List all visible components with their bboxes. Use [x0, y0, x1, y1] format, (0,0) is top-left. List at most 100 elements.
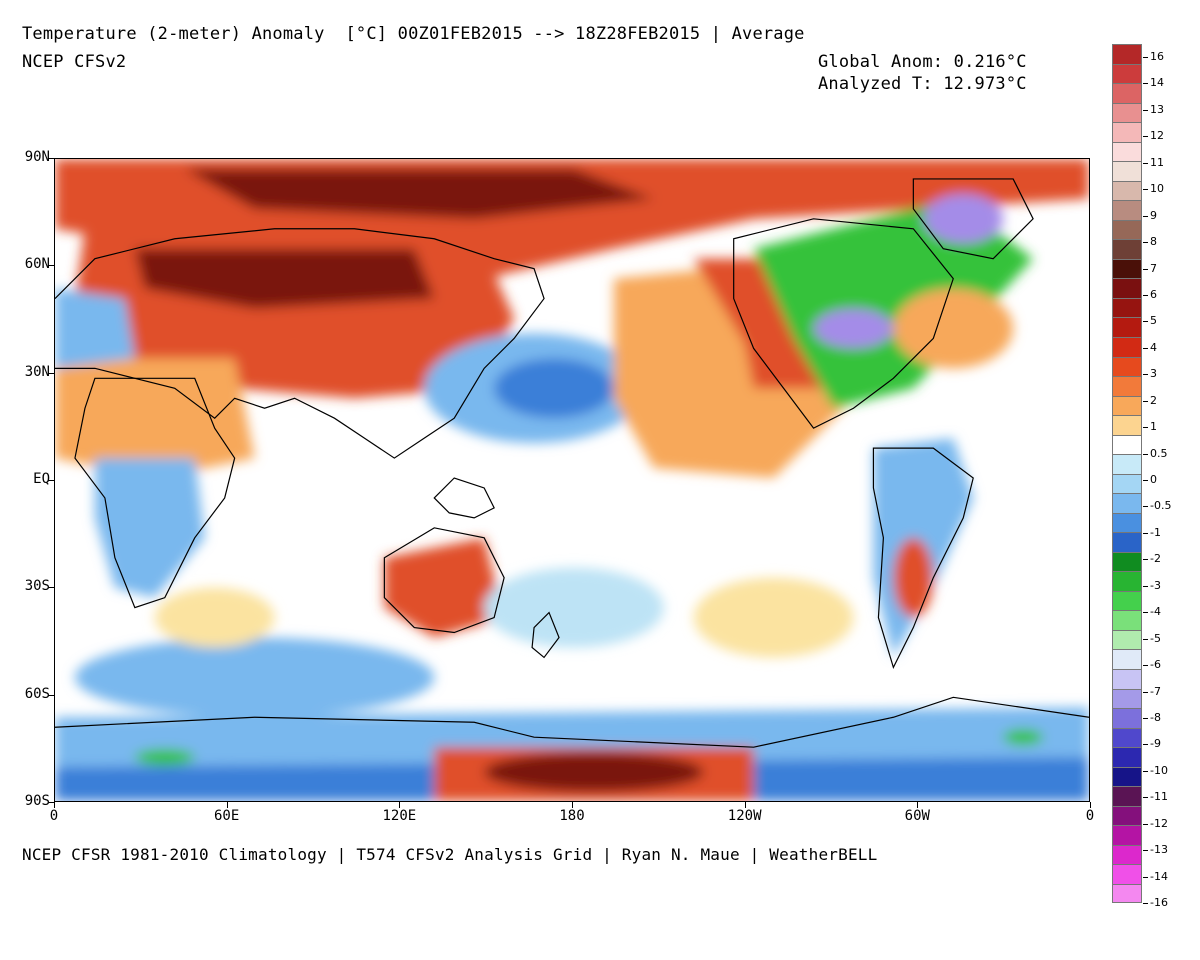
colorbar-tick [1143, 717, 1148, 719]
longitude-tick [399, 802, 401, 808]
longitude-label: 60W [904, 808, 930, 824]
quebec-extreme-cold [813, 308, 894, 349]
colorbar-tick [1143, 427, 1148, 429]
latitude-label: 90S [24, 793, 50, 809]
colorbar-label: 10 [1150, 182, 1164, 196]
longitude-tick [572, 802, 573, 808]
colorbar-swatch [1112, 44, 1142, 64]
colorbar-swatch [1112, 493, 1142, 513]
colorbar-label: -12 [1150, 816, 1168, 830]
colorbar-tick [1143, 57, 1148, 58]
colorbar-tick [1143, 215, 1148, 217]
colorbar-label: 3 [1150, 367, 1157, 381]
colorbar-label: 0 [1150, 473, 1157, 486]
colorbar-tick [1143, 823, 1148, 825]
greenland-coast [912, 178, 1034, 260]
colorbar-tick [1143, 83, 1148, 85]
colorbar-tick [1143, 136, 1148, 138]
colorbar-swatch [1112, 356, 1142, 377]
latitude-label: 90N [24, 149, 50, 165]
north-america-coast [733, 218, 954, 429]
colorbar-swatch [1112, 454, 1142, 474]
colorbar-tick [1143, 850, 1148, 852]
colorbar-swatch [1112, 844, 1142, 865]
latitude-label: 60S [24, 685, 50, 702]
colorbar-tick [1143, 268, 1148, 270]
coastlines [55, 178, 1089, 748]
colorbar-label: 0.5 [1150, 446, 1168, 460]
colorbar-label: -13 [1150, 843, 1168, 857]
colorbar-swatch [1112, 727, 1142, 748]
colorbar-swatch [1112, 317, 1142, 337]
global-anomaly-readout: Global Anom: 0.216°C [818, 52, 1027, 72]
longitude-tick [1090, 802, 1091, 808]
colorbar-tick [1143, 400, 1148, 402]
colorbar-swatch [1112, 590, 1142, 611]
colorbar-swatch [1112, 219, 1142, 240]
colorbar-swatch [1112, 258, 1142, 279]
colorbar-label: -0.5 [1150, 499, 1172, 513]
latitude-label: 30N [24, 363, 50, 380]
east-antarctica-cold [134, 749, 195, 766]
colorbar-swatch [1112, 63, 1142, 84]
longitude-label: 120E [382, 808, 417, 824]
south-pacific-warm [693, 577, 854, 658]
colorbar-tick [1143, 109, 1148, 111]
longitude-tick [54, 802, 55, 808]
colorbar-swatch [1112, 864, 1142, 884]
model-name: NCEP CFSv2 [22, 52, 127, 72]
colorbar-label: 5 [1150, 314, 1157, 328]
southern-ocean-cool [55, 707, 1089, 768]
colorbar-swatch [1112, 434, 1142, 455]
credits-footer: NCEP CFSR 1981-2010 Climatology | T574 C… [22, 845, 878, 864]
map-title: Temperature (2-meter) Anomaly [°C] 00Z01… [22, 24, 805, 44]
colorbar-swatch [1112, 805, 1142, 826]
eastern-north-america-cold [753, 198, 1034, 409]
colorbar-tick [1143, 585, 1148, 587]
southern-indian-cool [74, 637, 435, 718]
indian-ocean-warm [154, 587, 275, 648]
colorbar-swatch [1112, 239, 1142, 259]
colorbar-label: -14 [1150, 869, 1168, 883]
colorbar-tick [1143, 242, 1148, 244]
colorbar-tick [1143, 691, 1148, 693]
eurasia-coast [55, 228, 545, 459]
colorbar-swatch [1112, 629, 1142, 650]
colorbar-tick [1143, 876, 1148, 878]
colorbar-label: 13 [1150, 102, 1164, 116]
colorbar-swatch [1112, 278, 1142, 298]
colorbar-swatch [1112, 571, 1142, 591]
ross-ice-shelf-extreme-warm [484, 752, 704, 793]
colorbar-tick [1143, 665, 1148, 667]
colorbar-tick [1143, 162, 1148, 164]
colorbar-label: -2 [1150, 552, 1161, 566]
colorbar-tick [1143, 797, 1148, 799]
europe-cool [55, 288, 135, 369]
colorbar-swatch [1112, 395, 1142, 416]
longitude-label: 180 [559, 808, 585, 824]
colorbar-label: -5 [1150, 631, 1161, 645]
africa-coast [74, 377, 236, 609]
antarctica-coast [55, 696, 1089, 748]
greenland-extreme-cold [923, 193, 1004, 244]
colorbar-tick [1143, 189, 1148, 191]
colorbar-label: -1 [1150, 525, 1161, 539]
colorbar-swatch [1112, 473, 1142, 494]
colorbar-label: -11 [1150, 790, 1168, 804]
colorbar-label: 6 [1150, 287, 1157, 301]
colorbar-swatch [1112, 825, 1142, 845]
argentina-warm [893, 537, 934, 618]
latitude-tick [48, 694, 54, 696]
colorbar-swatch [1112, 649, 1142, 669]
colorbar-tick [1143, 480, 1148, 481]
colorbar-label: -8 [1150, 710, 1161, 724]
colorbar-swatch [1112, 786, 1142, 806]
colorbar-tick [1143, 903, 1148, 904]
colorbar-label: -7 [1150, 684, 1161, 698]
longitude-tick [917, 802, 919, 808]
colorbar-label: 1 [1150, 420, 1157, 434]
longitude-label: 60E [214, 808, 240, 824]
colorbar-label: -16 [1150, 896, 1168, 909]
anomaly-fields [55, 159, 1089, 801]
colorbar-label: 14 [1150, 76, 1164, 90]
